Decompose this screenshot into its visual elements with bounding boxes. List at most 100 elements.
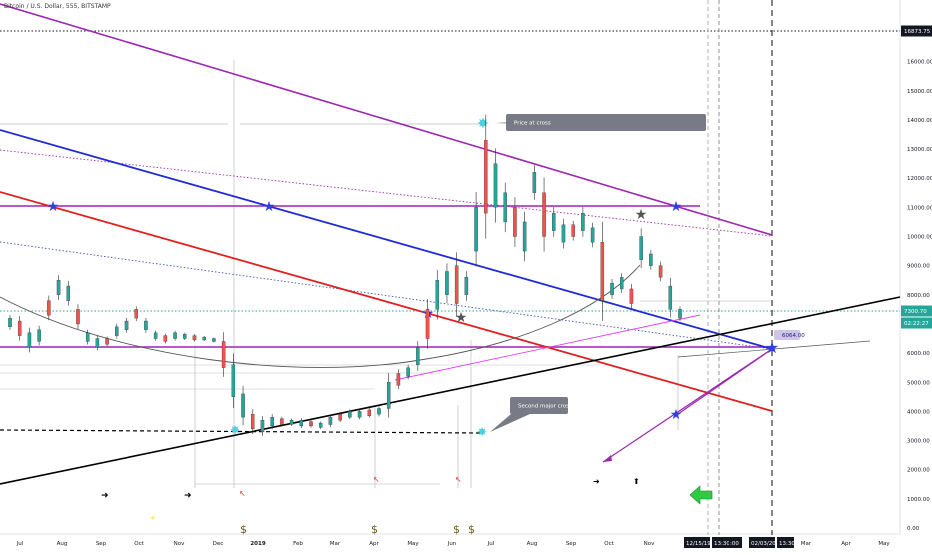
price-at-cross-text: Price at cross bbox=[514, 121, 551, 127]
date-label: 02/03/20 bbox=[749, 537, 776, 548]
candle bbox=[338, 412, 342, 423]
value-tag-callout: 6064.00 bbox=[774, 330, 805, 340]
candle bbox=[163, 333, 168, 344]
candle bbox=[561, 218, 566, 249]
candle bbox=[328, 414, 333, 428]
green-arrow-icon bbox=[689, 485, 713, 505]
x-tick-label: Feb bbox=[293, 541, 303, 547]
y-tick-label: 3000.00 bbox=[907, 439, 930, 445]
dollar-icon: $ bbox=[371, 523, 378, 536]
candle bbox=[47, 295, 51, 321]
candle bbox=[581, 207, 585, 237]
candle bbox=[8, 315, 12, 330]
candle bbox=[153, 330, 158, 341]
x-tick-label: May bbox=[407, 541, 419, 547]
y-tick-label: 11000.00 bbox=[907, 205, 932, 211]
candle bbox=[299, 418, 304, 429]
signal-markers: ➜ ➜ ➜ ⬆ ↖ ↖ ↖ $ $ $ $ ✦ bbox=[101, 475, 640, 536]
candle bbox=[386, 373, 391, 418]
second-major-cross-text: Second major cross bbox=[518, 404, 572, 410]
candle bbox=[445, 263, 449, 303]
bowl-curve bbox=[0, 264, 641, 368]
second-major-cross-callout: Second major cross bbox=[510, 397, 572, 414]
y-tick-label: 6000.00 bbox=[907, 351, 930, 357]
y-tick-label: 14000.00 bbox=[907, 118, 932, 124]
star-icon: ★ bbox=[765, 338, 779, 357]
candle bbox=[289, 418, 294, 427]
candle bbox=[280, 416, 284, 427]
time-axis[interactable]: Jul Aug Sep Oct Nov Dec 2019 Feb Mar Apr May Jun Jul… bbox=[16, 537, 891, 548]
candle bbox=[600, 221, 605, 322]
candle bbox=[542, 177, 546, 252]
date-label: 13:30 bbox=[712, 537, 730, 548]
purple-downtrend bbox=[0, 3, 773, 236]
candle bbox=[367, 407, 372, 418]
candle bbox=[85, 329, 90, 345]
candle bbox=[183, 332, 187, 341]
candle bbox=[95, 335, 100, 351]
x-tick-label: Mar bbox=[801, 541, 812, 547]
candle bbox=[406, 364, 410, 380]
x-tick-label: Jul bbox=[16, 541, 24, 547]
candle bbox=[202, 336, 206, 342]
ruler-horizontal-8 bbox=[677, 340, 871, 358]
star-icon: ★ bbox=[263, 199, 276, 215]
candle bbox=[552, 207, 556, 237]
candle bbox=[27, 327, 32, 353]
blue-downtrend bbox=[0, 129, 773, 350]
arrow-right-icon: ➜ bbox=[184, 491, 192, 501]
y-tick-label: 1000.00 bbox=[907, 497, 930, 503]
x-tick-label: Apr bbox=[841, 541, 851, 547]
candle bbox=[658, 261, 663, 282]
chart-title: Bitcoin / U.S. Dollar, 555, BITSTAMP bbox=[4, 3, 111, 10]
candle bbox=[76, 304, 80, 330]
candle bbox=[474, 192, 478, 267]
candle bbox=[522, 211, 527, 262]
candle bbox=[649, 249, 653, 270]
x-tick-label: Dec bbox=[213, 541, 224, 547]
candle bbox=[571, 220, 575, 241]
dollar-icon: $ bbox=[468, 523, 475, 536]
candle bbox=[619, 273, 624, 294]
value-tag-box bbox=[774, 330, 800, 340]
x-tick-label: Apr bbox=[369, 541, 379, 547]
candle bbox=[318, 421, 323, 429]
candle bbox=[134, 306, 138, 322]
arrow-right-icon: ➜ bbox=[593, 477, 600, 486]
arrow-up-icon: ↖ bbox=[239, 489, 246, 498]
y-tick-label: 16000.00 bbox=[907, 60, 932, 66]
candle bbox=[270, 414, 274, 430]
date-label-text: 13:30 bbox=[779, 541, 795, 547]
date-label-text: 13:30 bbox=[714, 541, 730, 547]
last-price-text: 7300.70 bbox=[904, 309, 927, 315]
top-level-text: 16873.75 bbox=[904, 29, 931, 35]
dollar-icon: $ bbox=[453, 523, 460, 536]
date-label: 13:30 bbox=[777, 537, 795, 548]
candle bbox=[357, 409, 362, 420]
channel-dotted-blue bbox=[0, 241, 773, 350]
date-label: 12/15/19 bbox=[684, 537, 711, 548]
candle bbox=[348, 409, 352, 420]
star-icon: ★ bbox=[670, 407, 683, 423]
x-tick-label: Jul bbox=[487, 541, 495, 547]
candle bbox=[56, 275, 61, 300]
candle bbox=[124, 317, 129, 333]
drawings-layer: ★ ★ ★ ★ ★ ★ ★ ★ ✸ ✸ ✸ ➜ ➜ ➜ ⬆ ↖ bbox=[0, 0, 901, 536]
candle bbox=[377, 406, 381, 417]
candle bbox=[503, 182, 507, 233]
candle bbox=[37, 325, 41, 346]
candle bbox=[212, 337, 216, 343]
candle bbox=[678, 306, 682, 322]
star-icon: ✸ bbox=[230, 423, 240, 437]
arrow-up-icon: ⬆ bbox=[633, 477, 640, 486]
x-tick-label: Mar bbox=[330, 541, 341, 547]
candle bbox=[454, 252, 459, 317]
y-tick-label: 8000.00 bbox=[907, 293, 930, 299]
x-tick-label: Nov bbox=[174, 541, 185, 547]
candle bbox=[17, 315, 22, 341]
star-icon: ★ bbox=[47, 199, 60, 215]
candle bbox=[425, 299, 430, 349]
price-axis[interactable]: 16000.00 15000.00 14000.00 13000.00 12000.00… bbox=[907, 60, 932, 532]
star-icon: ★ bbox=[635, 207, 648, 223]
